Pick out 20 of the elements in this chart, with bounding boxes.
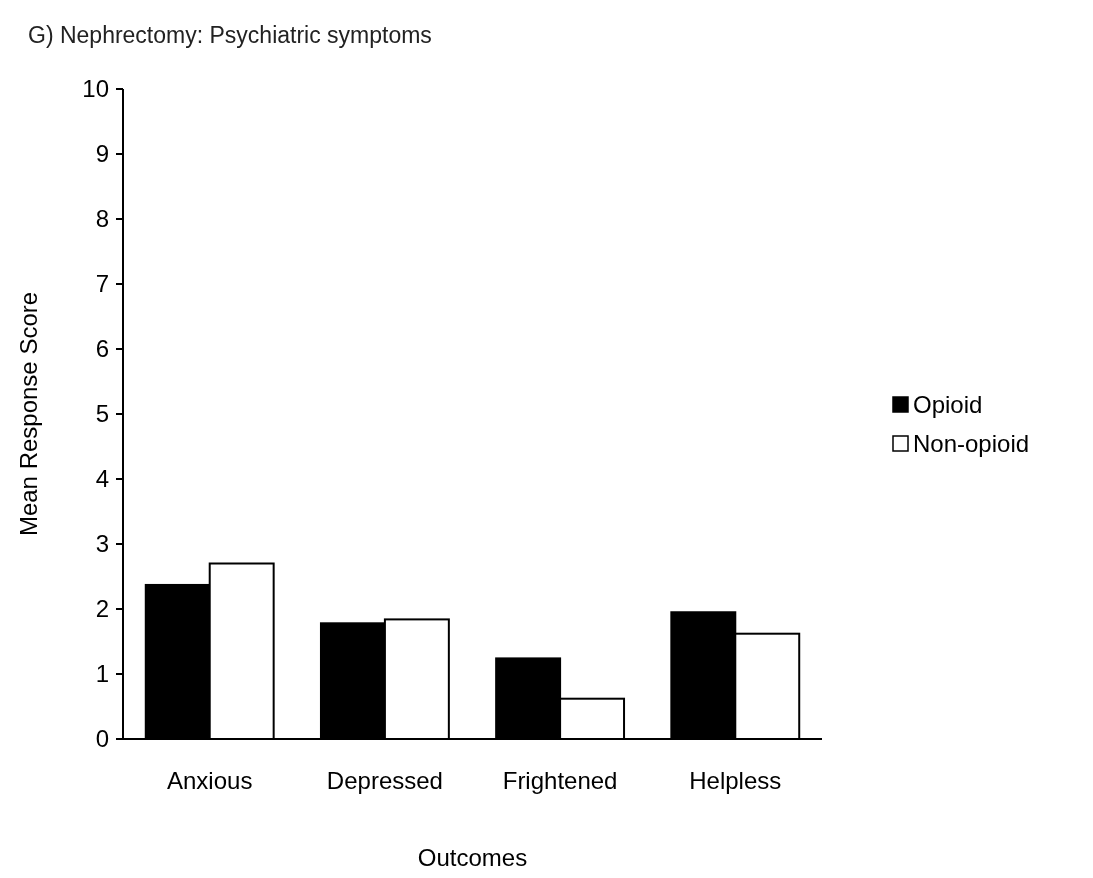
x-tick-label: Frightened <box>502 767 618 794</box>
y-tick-label: 1 <box>95 660 109 688</box>
y-tick-label: 9 <box>95 140 109 168</box>
y-tick-label: 3 <box>95 530 109 558</box>
x-tick-label: Anxious <box>167 767 253 794</box>
legend-label: Opioid <box>913 391 983 419</box>
y-tick-label: 2 <box>95 595 109 623</box>
y-tick-label: 0 <box>95 725 109 753</box>
y-tick-label: 10 <box>82 75 109 103</box>
chart-title: G) Nephrectomy: Psychiatric symptoms <box>28 22 432 48</box>
x-tick-label: Depressed <box>326 767 443 794</box>
y-tick-label: 4 <box>95 465 109 493</box>
y-tick-label: 6 <box>95 335 109 363</box>
x-tick-label: Helpless <box>689 767 782 794</box>
x-axis-title: Outcomes <box>417 844 528 871</box>
y-tick-label: 5 <box>95 400 109 428</box>
legend-label: Non-opioid <box>913 430 1030 458</box>
y-tick-label: 8 <box>95 205 109 233</box>
y-tick-label: 7 <box>95 270 109 298</box>
y-axis-title: Mean Response Score <box>15 291 42 537</box>
